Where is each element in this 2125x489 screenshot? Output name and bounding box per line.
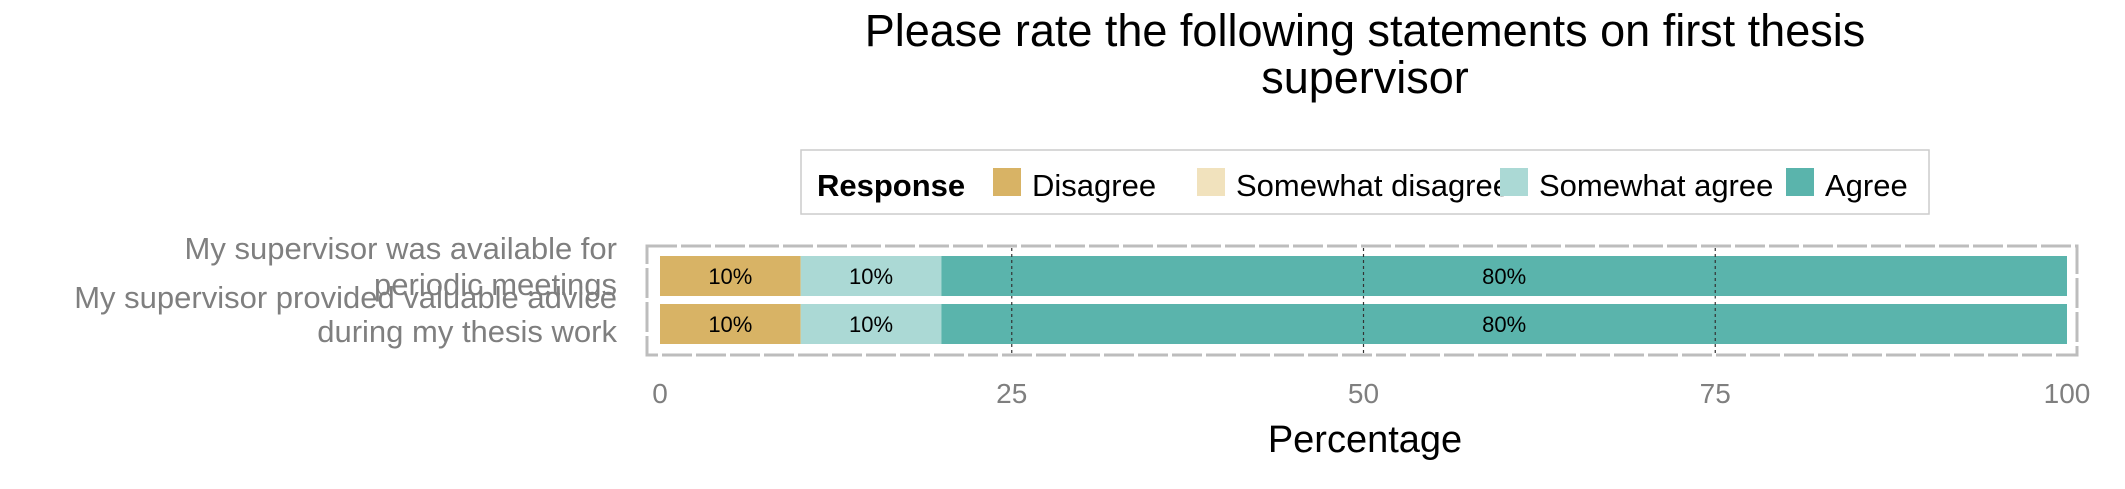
legend-title: Response (817, 168, 965, 203)
legend-swatch-2 (1500, 168, 1528, 196)
legend-label: Agree (1825, 168, 1908, 203)
bar-data-label: 80% (1482, 264, 1526, 289)
bar-segment-agree (941, 256, 2067, 296)
legend-box (800, 149, 1930, 215)
bar-segment-disagree (660, 256, 801, 296)
chart-title-line: supervisor (1261, 52, 1469, 103)
x-tick-label: 0 (652, 378, 668, 409)
legend-label: Disagree (1032, 168, 1156, 203)
x-tick-label: 50 (1348, 378, 1379, 409)
x-tick-label: 100 (2044, 378, 2091, 409)
x-axis-label: Percentage (1268, 419, 1462, 461)
legend-label: Somewhat disagree (1236, 168, 1510, 203)
bar-data-label: 10% (708, 312, 752, 337)
plot-panel-frame (645, 244, 2079, 357)
legend-swatch-1 (1197, 168, 1225, 196)
y-axis-category-label: during my thesis work (317, 314, 617, 349)
y-axis-category-label: periodic meetings (374, 267, 617, 302)
legend-label: Somewhat agree (1539, 168, 1773, 203)
bar-data-label: 80% (1482, 312, 1526, 337)
bar-data-label: 10% (849, 312, 893, 337)
bar-segment-agree (941, 304, 2067, 344)
x-tick-label: 25 (996, 378, 1027, 409)
y-axis-category-label: My supervisor was available for (185, 231, 617, 266)
y-axis-category-label: My supervisor provided valuable advice (74, 280, 617, 315)
bar-segment-somewhat-agree (800, 304, 942, 344)
legend-swatch-0 (993, 168, 1021, 196)
bar-data-label: 10% (849, 264, 893, 289)
chart-title-line: Please rate the following statements on … (865, 5, 1866, 56)
bar-data-label: 10% (708, 264, 752, 289)
x-tick-label: 75 (1700, 378, 1731, 409)
bar-segment-disagree (660, 304, 801, 344)
legend-swatch-3 (1786, 168, 1814, 196)
bar-segment-somewhat-agree (800, 256, 942, 296)
